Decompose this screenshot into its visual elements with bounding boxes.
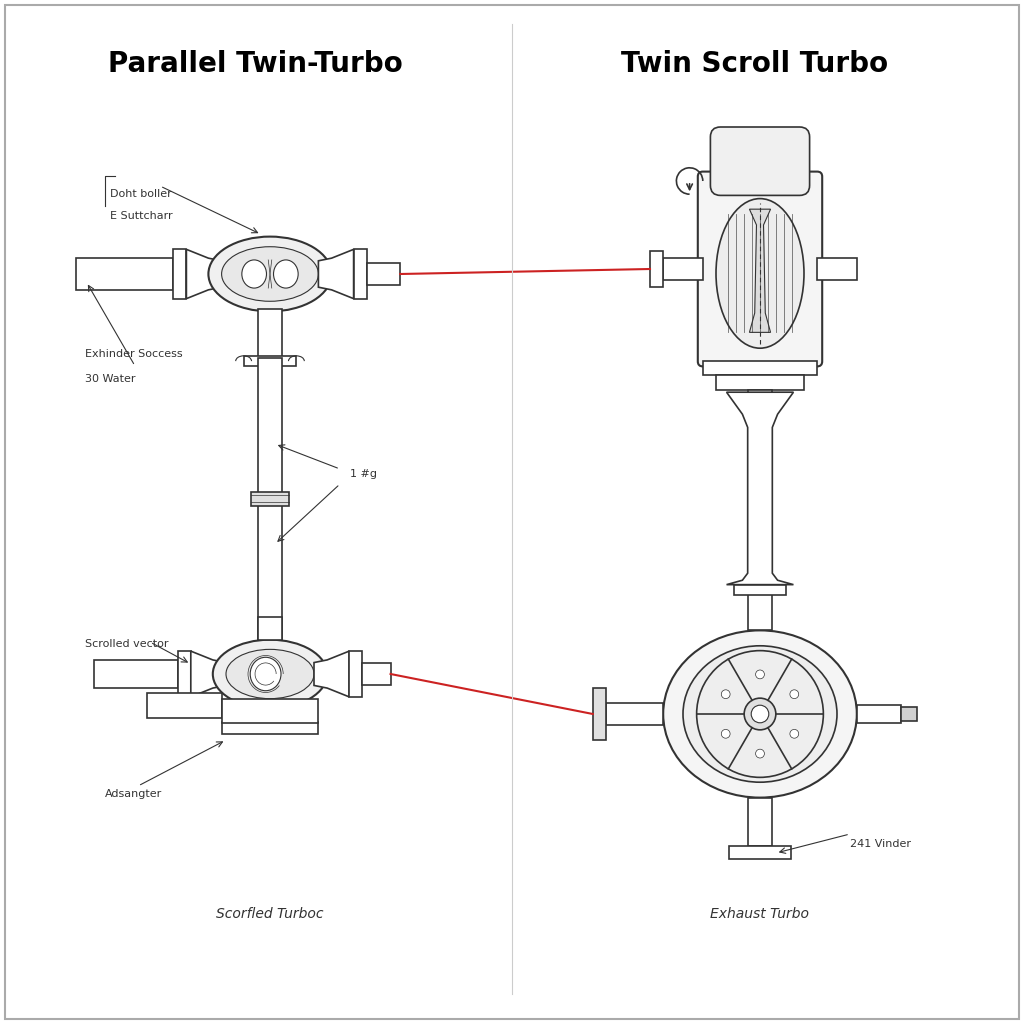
FancyBboxPatch shape <box>664 258 702 280</box>
FancyBboxPatch shape <box>817 258 857 280</box>
FancyBboxPatch shape <box>901 707 916 721</box>
Ellipse shape <box>213 640 328 709</box>
FancyBboxPatch shape <box>748 587 772 631</box>
Text: E Suttcharr: E Suttcharr <box>110 211 173 221</box>
Ellipse shape <box>273 260 298 288</box>
Text: Twin Scroll Turbo: Twin Scroll Turbo <box>622 50 889 78</box>
Circle shape <box>756 750 764 758</box>
Circle shape <box>756 670 764 679</box>
Polygon shape <box>190 651 226 697</box>
Ellipse shape <box>716 199 804 348</box>
Polygon shape <box>173 250 186 299</box>
FancyBboxPatch shape <box>362 664 390 685</box>
FancyBboxPatch shape <box>221 722 318 734</box>
FancyBboxPatch shape <box>244 356 296 367</box>
FancyBboxPatch shape <box>729 846 791 859</box>
Text: Doht boller: Doht boller <box>110 189 172 199</box>
Circle shape <box>790 729 799 738</box>
Circle shape <box>721 729 730 738</box>
Polygon shape <box>650 252 664 287</box>
FancyBboxPatch shape <box>748 390 772 585</box>
FancyBboxPatch shape <box>733 585 786 595</box>
FancyBboxPatch shape <box>146 693 221 718</box>
Text: Scrolled vector: Scrolled vector <box>85 639 169 649</box>
FancyBboxPatch shape <box>716 375 804 390</box>
Polygon shape <box>349 651 362 697</box>
FancyBboxPatch shape <box>258 309 283 357</box>
Circle shape <box>752 706 769 723</box>
Text: Scorfled Turboс: Scorfled Turboс <box>216 907 324 921</box>
FancyBboxPatch shape <box>221 698 318 723</box>
Ellipse shape <box>221 247 318 301</box>
Text: 1 #g: 1 #g <box>350 469 377 479</box>
Polygon shape <box>318 250 353 299</box>
Ellipse shape <box>242 260 266 288</box>
Polygon shape <box>727 392 794 585</box>
Ellipse shape <box>683 646 837 782</box>
FancyBboxPatch shape <box>697 172 822 367</box>
Polygon shape <box>314 651 349 697</box>
Text: Exhaust Turbo: Exhaust Turbo <box>711 907 810 921</box>
Polygon shape <box>593 687 606 740</box>
Circle shape <box>721 690 730 698</box>
Text: 30 Water: 30 Water <box>85 374 135 384</box>
Circle shape <box>790 690 799 698</box>
Ellipse shape <box>226 649 314 698</box>
FancyBboxPatch shape <box>606 703 664 725</box>
Text: Exhinder Soccess: Exhinder Soccess <box>85 349 182 359</box>
FancyBboxPatch shape <box>94 659 177 688</box>
Ellipse shape <box>250 657 281 691</box>
Ellipse shape <box>209 237 332 311</box>
Text: Parallel Twin-Turbo: Parallel Twin-Turbo <box>108 50 402 78</box>
FancyBboxPatch shape <box>748 798 772 846</box>
FancyBboxPatch shape <box>711 127 810 196</box>
Polygon shape <box>177 651 190 697</box>
Polygon shape <box>186 250 221 299</box>
Polygon shape <box>750 209 770 333</box>
Text: 241 Vinder: 241 Vinder <box>850 839 911 849</box>
Ellipse shape <box>664 631 857 798</box>
FancyBboxPatch shape <box>77 258 173 290</box>
FancyBboxPatch shape <box>251 492 290 506</box>
FancyBboxPatch shape <box>258 616 283 640</box>
Text: Adsangter: Adsangter <box>105 790 162 799</box>
FancyBboxPatch shape <box>367 262 400 286</box>
Polygon shape <box>353 250 367 299</box>
FancyBboxPatch shape <box>702 361 817 375</box>
FancyBboxPatch shape <box>857 706 901 723</box>
Circle shape <box>744 698 776 730</box>
FancyBboxPatch shape <box>258 357 283 640</box>
